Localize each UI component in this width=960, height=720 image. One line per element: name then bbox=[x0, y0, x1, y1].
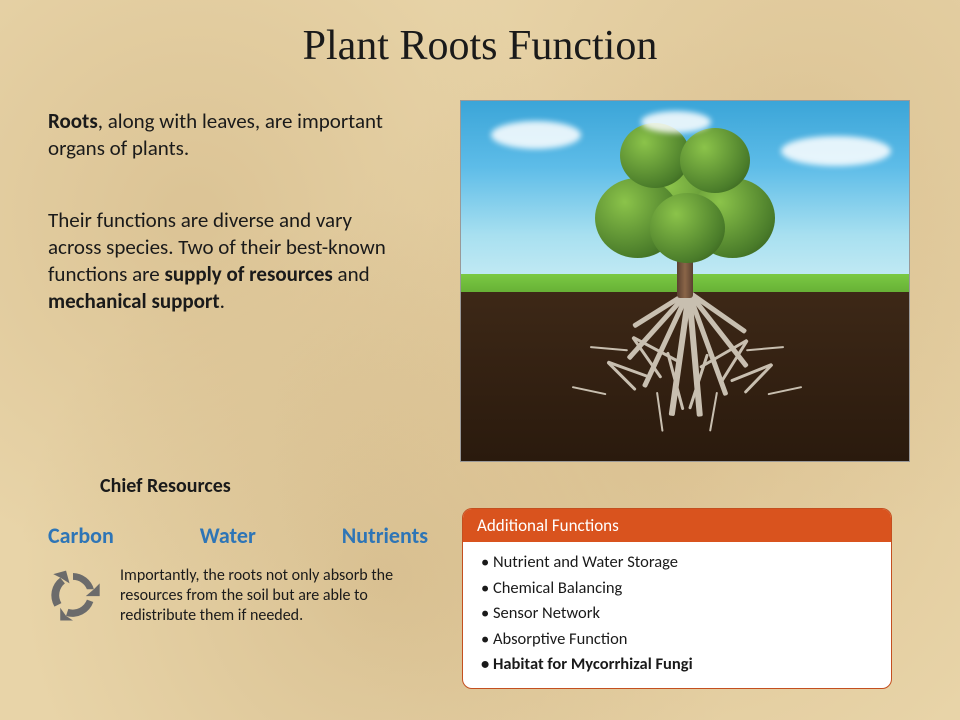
panel-item: Sensor Network bbox=[481, 601, 873, 627]
additional-functions-panel: Additional Functions Nutrient and Water … bbox=[462, 508, 892, 689]
para2-b2: mechanical support bbox=[48, 288, 220, 314]
chief-resources-heading: Chief Resources bbox=[100, 474, 231, 498]
paragraph-2: Their functions are diverse and vary acr… bbox=[48, 207, 408, 316]
para2-mid: and bbox=[333, 261, 370, 287]
panel-item: Nutrient and Water Storage bbox=[481, 550, 873, 576]
panel-body: Nutrient and Water StorageChemical Balan… bbox=[463, 542, 891, 688]
resource-carbon: Carbon bbox=[48, 522, 114, 549]
intro-text: Roots, along with leaves, are important … bbox=[48, 108, 408, 360]
resource-nutrients: Nutrients bbox=[342, 522, 428, 549]
panel-item: Chemical Balancing bbox=[481, 576, 873, 602]
para1-rest: , along with leaves, are important organ… bbox=[48, 108, 383, 161]
para2-b1: supply of resources bbox=[164, 261, 332, 287]
root-system bbox=[461, 292, 909, 461]
page-title: Plant Roots Function bbox=[0, 0, 960, 70]
paragraph-1: Roots, along with leaves, are important … bbox=[48, 108, 408, 163]
para1-lead: Roots bbox=[48, 108, 98, 134]
panel-item: Absorptive Function bbox=[481, 627, 873, 653]
tree-roots-illustration bbox=[460, 100, 910, 462]
panel-header: Additional Functions bbox=[463, 509, 891, 542]
panel-item: Habitat for Mycorrhizal Fungi bbox=[481, 652, 873, 678]
resources-row: Carbon Water Nutrients bbox=[48, 522, 428, 549]
para2-end: . bbox=[220, 288, 225, 314]
canopy bbox=[595, 123, 775, 268]
recycle-icon bbox=[44, 566, 102, 629]
redistribution-note: Importantly, the roots not only absorb t… bbox=[120, 566, 425, 626]
resource-water: Water bbox=[200, 522, 256, 549]
